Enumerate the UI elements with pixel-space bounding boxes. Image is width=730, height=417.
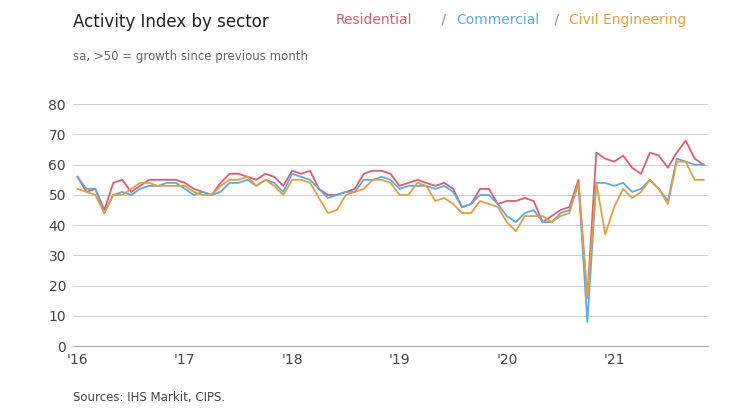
Text: Residential: Residential bbox=[336, 13, 412, 27]
Text: Sources: IHS Markit, CIPS.: Sources: IHS Markit, CIPS. bbox=[73, 392, 225, 404]
Text: sa, >50 = growth since previous month: sa, >50 = growth since previous month bbox=[73, 50, 308, 63]
Text: /: / bbox=[437, 13, 450, 27]
Text: Commercial: Commercial bbox=[456, 13, 539, 27]
Text: Civil Engineering: Civil Engineering bbox=[569, 13, 687, 27]
Text: /: / bbox=[550, 13, 563, 27]
Text: Activity Index by sector: Activity Index by sector bbox=[73, 13, 269, 30]
